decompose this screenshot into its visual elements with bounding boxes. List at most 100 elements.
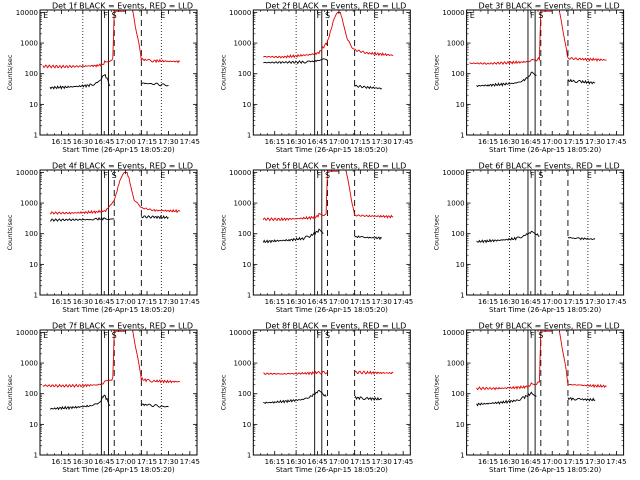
lld-series-line: [132, 331, 181, 384]
plot-frame: [252, 169, 411, 296]
y-tick-label: 10000: [442, 329, 464, 337]
x-tick-label: 17:00: [542, 298, 562, 306]
marker-label: S: [112, 171, 117, 180]
x-tick-label: 16:15: [265, 458, 285, 466]
marker-label: F: [103, 331, 108, 340]
x-tick-label: 16:30: [286, 458, 306, 466]
events-series-line: [50, 216, 115, 222]
y-axis-label: Counts/sec: [433, 214, 441, 250]
x-tick-label: 17:15: [564, 458, 584, 466]
x-axis-label: Start Time (26-Apr-15 18:05:20): [62, 146, 174, 154]
x-tick-label: 16:45: [94, 458, 114, 466]
events-series-line: [567, 236, 596, 241]
panel-4: 1 10 100 1000 10000 16:15 16:30 16:45 17:00 17:15…: [6, 162, 200, 315]
x-tick-label: 17:00: [116, 138, 136, 146]
y-tick-label: 1000: [20, 360, 38, 368]
marker-label: F: [103, 171, 108, 180]
x-axis-label: Start Time (26-Apr-15 18:05:20): [62, 466, 174, 474]
lld-series-line: [469, 11, 542, 66]
y-tick-label: 100: [451, 70, 464, 78]
x-tick-label: 17:45: [606, 138, 626, 146]
marker-label: E: [374, 171, 379, 180]
marker-label: E: [160, 331, 165, 340]
lld-series-line: [49, 171, 181, 215]
marker-label: S: [538, 331, 543, 340]
marker-label: F: [103, 11, 108, 20]
x-tick-label: 17:45: [180, 298, 200, 306]
plot-frame: [466, 9, 625, 136]
x-tick-label: 16:45: [94, 298, 114, 306]
marker-label: F: [530, 11, 535, 20]
panel-6: 1 10 100 1000 10000 16:15 16:30 16:45 17:00 17:15…: [433, 162, 627, 315]
marker-label: E: [43, 331, 48, 340]
x-tick-label: 16:15: [478, 458, 498, 466]
x-tick-label: 17:15: [137, 298, 157, 306]
lld-series-line: [476, 331, 542, 391]
x-tick-label: 17:00: [329, 138, 349, 146]
x-tick-label: 17:45: [180, 458, 200, 466]
x-tick-label: 17:45: [393, 298, 413, 306]
panel-3: 1 10 100 1000 10000 16:15 16:30 16:45 17:00 17:15…: [433, 2, 627, 155]
y-tick-label: 1000: [233, 360, 251, 368]
x-tick-label: 17:15: [350, 138, 370, 146]
y-tick-label: 10: [242, 421, 251, 429]
plot-frame: [466, 329, 625, 456]
y-tick-label: 10: [242, 261, 251, 269]
y-tick-label: 10000: [16, 169, 38, 177]
x-tick-label: 16:45: [94, 138, 114, 146]
x-tick-label: 17:15: [137, 458, 157, 466]
x-tick-label: 16:45: [521, 298, 541, 306]
x-axis-label: Start Time (26-Apr-15 18:05:20): [489, 306, 601, 314]
x-tick-label: 17:00: [116, 458, 136, 466]
y-tick-label: 100: [451, 390, 464, 398]
marker-label: E: [374, 331, 379, 340]
y-axis-label: Counts/sec: [6, 374, 14, 410]
events-series-line: [49, 73, 111, 90]
x-tick-label: 17:30: [158, 138, 178, 146]
marker-label: F: [317, 11, 322, 20]
x-tick-label: 16:45: [307, 138, 327, 146]
y-axis-label: Counts/sec: [433, 374, 441, 410]
x-axis-label: Start Time (26-Apr-15 18:05:20): [276, 466, 388, 474]
marker-label: E: [160, 11, 165, 20]
y-tick-label: 10000: [442, 9, 464, 17]
x-tick-label: 16:30: [286, 138, 306, 146]
x-axis-label: Start Time (26-Apr-15 18:05:20): [489, 146, 601, 154]
x-tick-label: 16:15: [51, 298, 71, 306]
x-tick-label: 17:30: [585, 298, 605, 306]
plot-frame: [39, 169, 198, 296]
x-tick-label: 16:30: [499, 458, 519, 466]
x-tick-label: 17:45: [606, 298, 626, 306]
y-axis-label: Counts/sec: [6, 54, 14, 90]
marker-label: E: [470, 11, 475, 20]
y-tick-label: 10000: [229, 169, 251, 177]
marker-label: S: [538, 171, 543, 180]
panel-title: Det 9f BLACK = Events, RED = LLD: [479, 322, 620, 331]
x-tick-label: 16:45: [307, 298, 327, 306]
lld-series-line: [558, 11, 607, 62]
x-tick-label: 17:15: [350, 458, 370, 466]
events-series-line: [263, 389, 327, 404]
y-axis-label: Counts/sec: [219, 214, 227, 250]
y-tick-label: 1: [247, 132, 251, 140]
lld-series-line: [263, 11, 394, 59]
y-tick-label: 1000: [233, 40, 251, 48]
marker-label: E: [587, 331, 592, 340]
y-tick-label: 100: [25, 230, 38, 238]
y-axis-label: Counts/sec: [6, 214, 14, 250]
panel-title: Det 6f BLACK = Events, RED = LLD: [479, 162, 620, 171]
x-tick-label: 16:30: [73, 138, 93, 146]
y-axis-label: Counts/sec: [219, 374, 227, 410]
lld-series-line: [42, 11, 115, 69]
y-tick-label: 10000: [229, 9, 251, 17]
y-tick-label: 1000: [447, 40, 465, 48]
y-axis-label: Counts/sec: [433, 54, 441, 90]
x-tick-label: 17:45: [393, 458, 413, 466]
y-tick-label: 1: [460, 292, 464, 300]
x-tick-label: 17:45: [393, 138, 413, 146]
x-tick-label: 17:00: [542, 138, 562, 146]
lld-series-line: [263, 370, 328, 376]
marker-label: S: [325, 11, 330, 20]
